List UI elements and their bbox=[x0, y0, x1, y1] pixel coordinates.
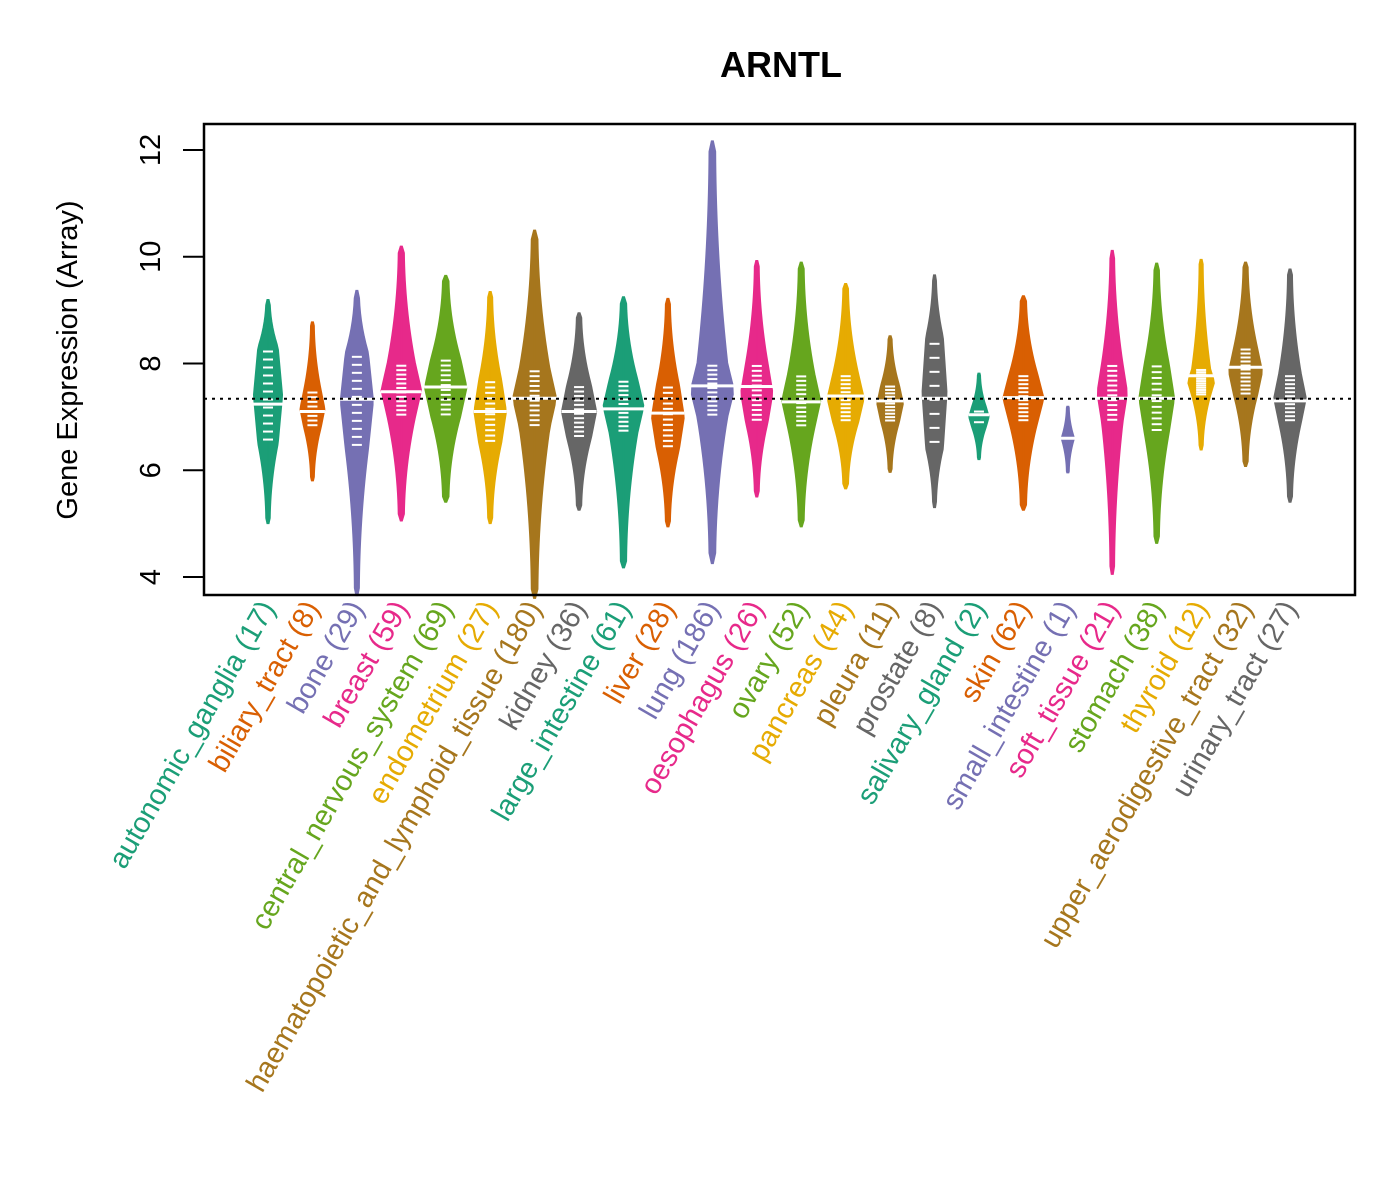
y-tick-label: 12 bbox=[135, 134, 167, 166]
violin-prostate bbox=[921, 274, 948, 509]
violin-haematopoietic-and-lymphoid-tissue bbox=[512, 229, 557, 599]
y-tick-label: 10 bbox=[135, 241, 167, 273]
y-axis-label: Gene Expression (Array) bbox=[52, 200, 84, 519]
violins bbox=[252, 140, 1307, 599]
violin-small-intestine bbox=[1058, 405, 1078, 474]
violin-stomach bbox=[1138, 262, 1175, 544]
violin-endometrium bbox=[473, 290, 507, 525]
violin-oesophagus bbox=[740, 259, 774, 498]
violin-pleura bbox=[876, 335, 904, 473]
y-axis: 4 6 8 10 12 bbox=[135, 134, 204, 585]
violin-lung bbox=[690, 140, 735, 565]
violin-kidney bbox=[560, 312, 598, 511]
violin-upper-aerodigestive-tract bbox=[1228, 261, 1263, 468]
violin-autonomic-ganglia bbox=[252, 298, 284, 525]
y-tick-label: 6 bbox=[135, 462, 167, 478]
plot-frame bbox=[202, 122, 1357, 597]
y-tick-label: 4 bbox=[135, 569, 167, 585]
violin-salivary-gland bbox=[968, 372, 990, 461]
violin-large-intestine bbox=[602, 296, 645, 569]
violin-bone bbox=[340, 289, 374, 597]
violin-urinary-tract bbox=[1273, 268, 1307, 503]
violin-ovary bbox=[781, 261, 822, 528]
violin-liver bbox=[651, 297, 685, 528]
violin-biliary-tract bbox=[299, 321, 326, 482]
violin-central-nervous-system bbox=[424, 274, 468, 503]
violin-breast bbox=[380, 245, 423, 522]
x-axis-labels: autonomic_ganglia (17)biliary_tract (8)b… bbox=[103, 596, 1304, 1098]
y-tick-label: 8 bbox=[135, 355, 167, 371]
violin-thyroid bbox=[1187, 258, 1215, 451]
chart-title: ARNTL bbox=[720, 44, 842, 85]
violin-skin bbox=[1002, 295, 1045, 511]
violin-pancreas bbox=[826, 282, 865, 490]
violin-soft-tissue bbox=[1096, 249, 1128, 575]
